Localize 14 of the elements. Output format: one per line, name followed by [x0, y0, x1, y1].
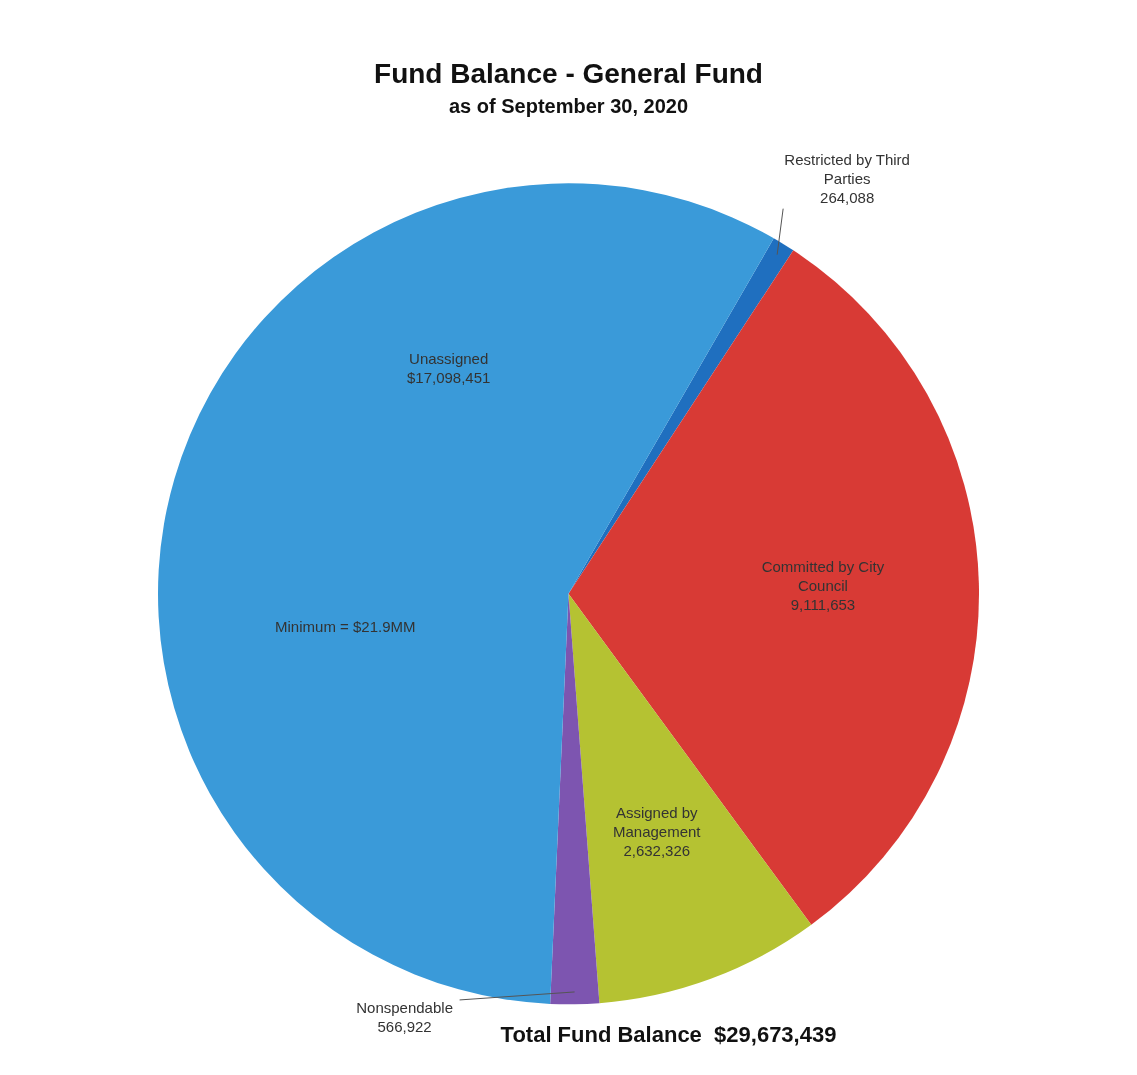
data-label: 2,632,326 — [623, 841, 691, 859]
text: Total Fund Balance $29,673,439 — [500, 1022, 837, 1048]
slice-label: Committed by City Council — [761, 558, 885, 595]
slice-label: Assigned by Management — [612, 803, 702, 840]
slice-label: Nonspendable — [356, 998, 453, 1016]
data-label: 264,088 — [820, 188, 875, 206]
text: Minimum = $21.9MM — [275, 617, 416, 635]
data-label: $17,098,451 — [406, 368, 491, 386]
slice-label: Restricted by Third Parties — [784, 150, 910, 187]
chart-title: Fund Balance - General Fund — [374, 57, 763, 89]
slice-label: Unassigned — [409, 349, 489, 367]
data-label: 566,922 — [377, 1017, 432, 1035]
data-label: 9,111,653 — [790, 596, 856, 614]
chart-subtitle: as of September 30, 2020 — [448, 95, 689, 118]
